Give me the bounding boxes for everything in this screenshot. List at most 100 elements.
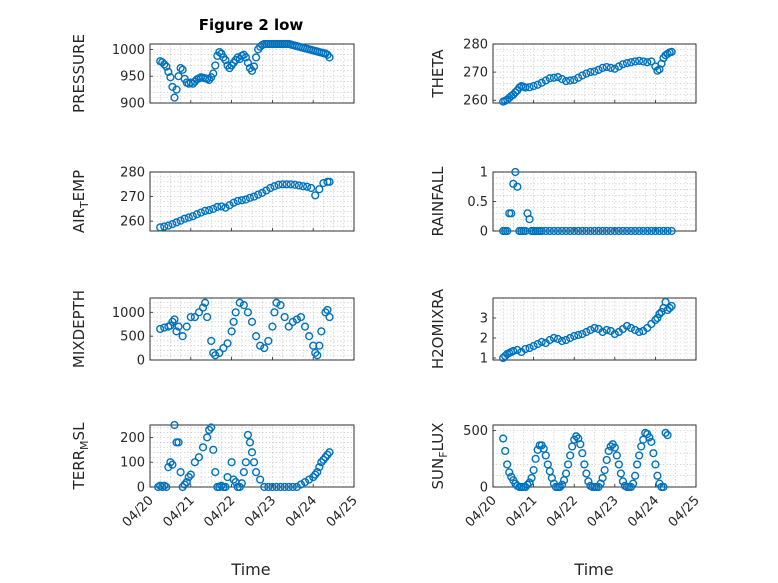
axes-box <box>492 297 697 361</box>
data-point <box>606 63 615 72</box>
data-point <box>166 73 175 82</box>
subplot-pressure: 900 950 1000 PRESSURE <box>70 34 355 113</box>
data-point <box>578 226 587 236</box>
data-point <box>566 451 575 460</box>
data-point <box>196 208 206 217</box>
data-point <box>649 449 658 458</box>
data-point <box>557 226 567 236</box>
data-point <box>618 226 628 236</box>
data-point <box>213 202 222 212</box>
data-point <box>315 341 324 350</box>
data-point <box>612 451 621 460</box>
data-point <box>635 56 644 65</box>
data-point <box>604 446 613 456</box>
data-point <box>561 76 571 86</box>
data-point <box>251 468 261 477</box>
data-point <box>665 303 674 313</box>
subplot-sun-flux: 0 500 04/20 04/21 04/22 04/23 04/24 04/25 SUNFLU… <box>429 423 703 531</box>
data-point <box>211 351 220 360</box>
data-point <box>643 226 652 236</box>
data-point <box>622 321 632 331</box>
axes-box <box>149 297 355 361</box>
data-point <box>602 226 611 236</box>
data-point <box>164 221 173 230</box>
data-point <box>174 322 183 331</box>
data-point <box>296 312 306 322</box>
data-point <box>245 193 255 202</box>
data-point <box>561 335 571 345</box>
data-point <box>325 312 334 322</box>
data-point <box>251 332 261 341</box>
data-point <box>194 453 204 462</box>
data-point <box>653 471 662 480</box>
y-tick-label: 0 <box>480 481 488 496</box>
data-point <box>182 322 191 331</box>
data-point <box>614 226 623 236</box>
data-point <box>521 482 530 492</box>
data-point <box>505 468 514 477</box>
data-point <box>553 226 563 236</box>
data-point <box>561 469 571 478</box>
data-point <box>300 322 310 331</box>
data-point <box>178 65 187 74</box>
data-point <box>647 57 656 66</box>
data-point <box>247 66 257 75</box>
data-point <box>311 348 320 357</box>
y-tick-label: 2 <box>480 332 488 347</box>
data-point <box>537 226 546 236</box>
data-point <box>282 180 291 189</box>
data-point <box>564 460 573 469</box>
data-point <box>245 438 255 447</box>
y-tick-label: 900 <box>120 97 145 112</box>
data-point <box>667 226 676 236</box>
data-point <box>531 454 540 463</box>
data-point <box>628 479 638 488</box>
data-point <box>633 460 642 469</box>
data-point <box>186 312 195 322</box>
data-point <box>243 430 253 440</box>
data-point <box>645 433 654 442</box>
axes-box <box>492 43 697 104</box>
data-point <box>217 202 226 211</box>
data-point <box>610 329 619 339</box>
data-point <box>616 469 625 478</box>
y-tick-label: 0 <box>137 354 145 369</box>
data-point <box>190 458 199 467</box>
y-axis-label: H2OMIXRA <box>429 288 447 369</box>
y-tick-label: 1000 <box>112 43 145 58</box>
data-point <box>651 460 660 469</box>
data-point <box>268 482 277 492</box>
data-point <box>188 212 197 221</box>
x-axis-label-left: Time <box>230 560 270 579</box>
data-point <box>160 222 169 231</box>
y-tick-label: 0 <box>480 225 488 240</box>
data-point <box>247 317 257 326</box>
data-point <box>610 443 619 452</box>
data-point <box>264 336 273 346</box>
data-point <box>164 463 173 472</box>
data-point <box>221 482 230 492</box>
data-point <box>313 468 322 477</box>
data-point <box>584 477 593 486</box>
y-tick-label: 270 <box>463 66 488 81</box>
data-point <box>630 471 640 480</box>
data-point <box>170 315 179 324</box>
data-point <box>286 180 295 189</box>
data-point <box>272 298 281 307</box>
data-point <box>162 482 171 492</box>
data-point <box>570 226 579 236</box>
data-point <box>211 468 220 477</box>
data-point <box>239 301 248 310</box>
data-point <box>198 303 208 312</box>
data-point <box>292 315 301 324</box>
data-point <box>227 327 236 336</box>
data-point <box>170 420 179 430</box>
data-point <box>323 305 332 315</box>
data-point <box>533 339 542 349</box>
data-point <box>521 83 530 92</box>
y-tick-label: 100 <box>120 456 145 471</box>
data-point <box>602 62 611 72</box>
data-point <box>168 460 177 469</box>
data-point <box>229 198 238 207</box>
data-point <box>618 60 628 69</box>
